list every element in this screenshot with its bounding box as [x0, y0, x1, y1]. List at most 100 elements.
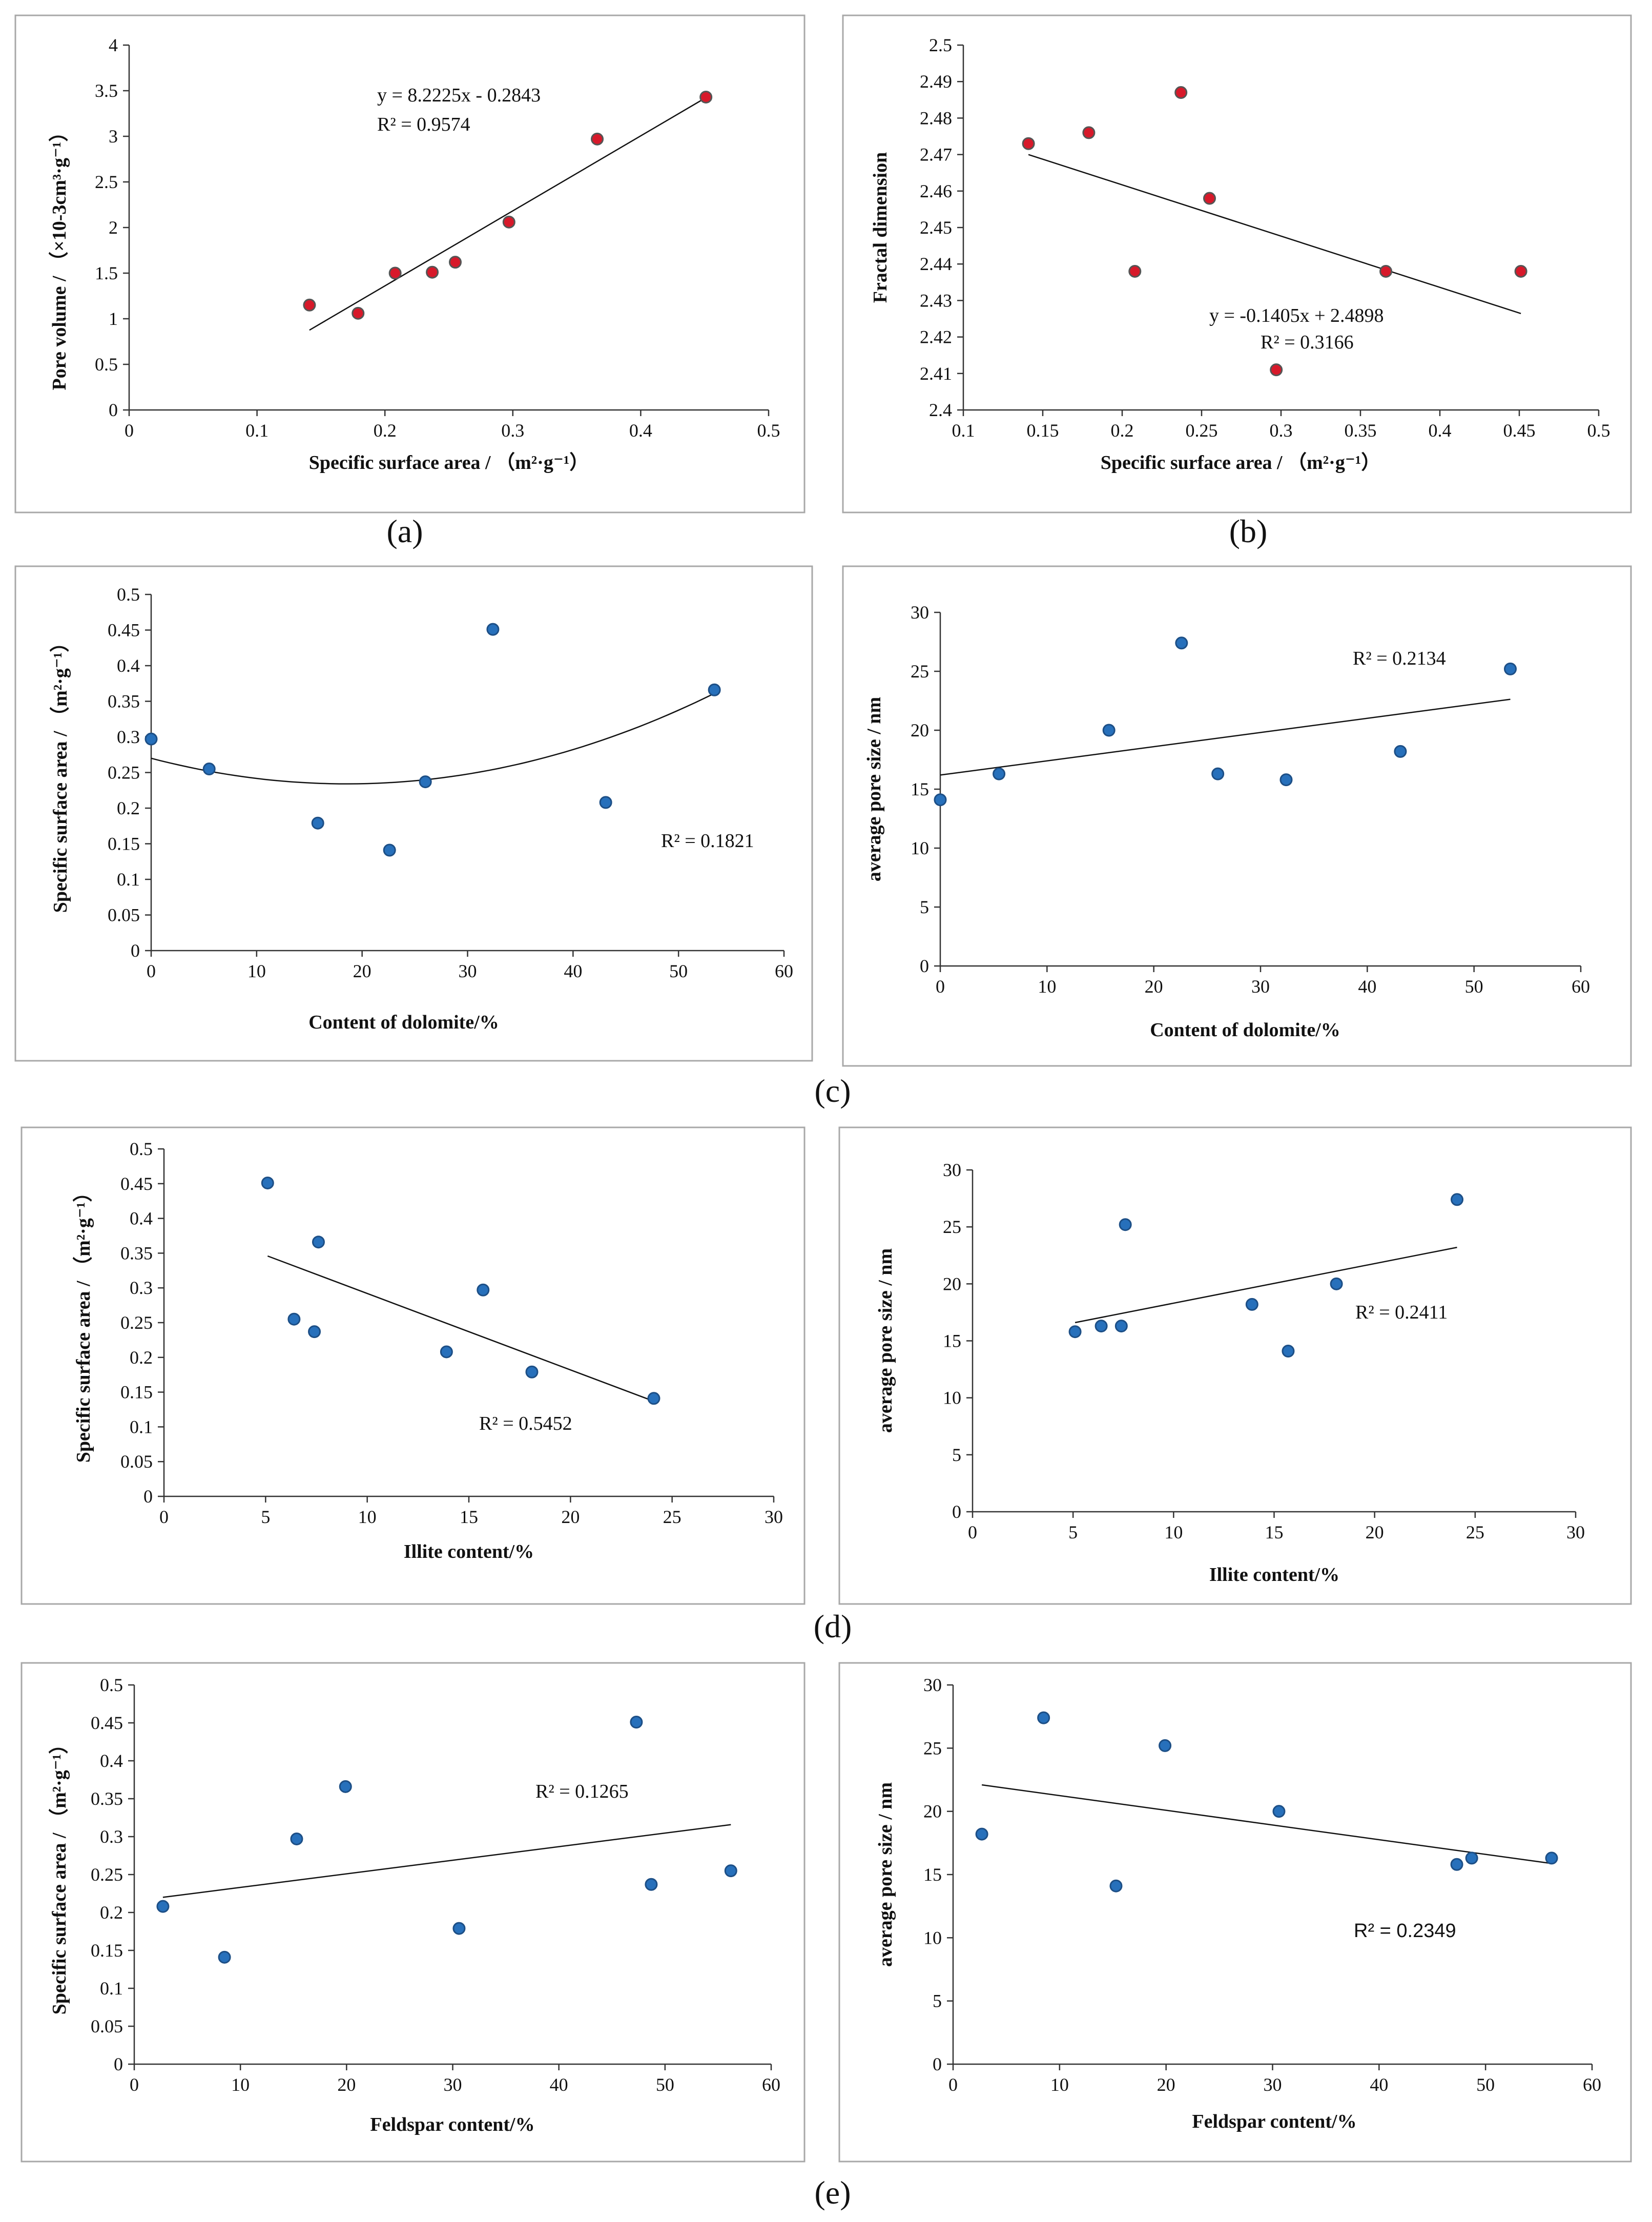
x-tick-label: 30	[1264, 2074, 1282, 2095]
y-axis-label: average pore size / nm	[875, 1248, 896, 1433]
x-tick-label: 20	[1366, 1522, 1384, 1542]
y-tick-label: 3.5	[95, 80, 118, 101]
x-tick-label: 0.1	[952, 420, 975, 441]
trend-line	[1075, 1246, 1457, 1324]
data-point	[1109, 1879, 1123, 1892]
data-point	[144, 732, 158, 746]
r-squared-label: R² = 0.2134	[1353, 648, 1446, 669]
data-point	[630, 1716, 643, 1729]
panel-label-3: (c)	[814, 1073, 851, 1109]
x-tick-label: 50	[656, 2074, 674, 2095]
data-point	[1102, 724, 1116, 737]
x-tick-label: 10	[1164, 1522, 1183, 1542]
r-squared-label: R² = 0.9574	[377, 114, 470, 135]
data-point	[352, 306, 365, 320]
data-point	[724, 1864, 737, 1878]
y-tick-label: 0.15	[108, 834, 140, 854]
y-tick-label: 10	[923, 1927, 942, 1948]
y-tick-label: 0.35	[120, 1243, 153, 1263]
trend-line	[940, 698, 1511, 776]
y-tick-label: 0.4	[100, 1751, 123, 1771]
y-tick-label: 2.48	[920, 108, 952, 128]
chart-d1: 0 5 10 15 20 25 30 0 0.05 0.1 0.15 0.2 0.25 0.3 0.35 0.…	[20, 1126, 806, 1605]
x-tick-label: 15	[460, 1507, 478, 1527]
y-tick-label: 15	[943, 1331, 961, 1351]
data-point	[1037, 1711, 1050, 1724]
x-tick-label: 20	[353, 961, 371, 981]
y-tick-label: 0.25	[120, 1312, 153, 1333]
y-tick-label: 30	[923, 1675, 942, 1695]
chart-frame	[838, 1662, 1632, 2163]
chart-frame	[842, 14, 1632, 513]
trend-line	[309, 97, 707, 331]
data-point	[599, 796, 612, 809]
y-axis-label: average pore size / nm	[875, 1782, 896, 1967]
chart-frame	[20, 1662, 806, 2163]
y-tick-label: 1.5	[95, 263, 118, 283]
data-point	[290, 1832, 303, 1845]
y-tick-label: 2.41	[920, 363, 952, 384]
data-point	[1514, 264, 1527, 278]
y-tick-label: 30	[911, 602, 929, 623]
x-tick-label: 0.3	[501, 420, 524, 441]
r-squared-label: R² = 0.5452	[479, 1413, 572, 1434]
x-tick-label: 0	[159, 1507, 169, 1527]
data-point	[591, 132, 604, 146]
data-point	[1068, 1325, 1082, 1339]
x-tick-label: 0.1	[245, 420, 269, 441]
data-point	[647, 1392, 660, 1405]
y-tick-label: 0	[114, 2054, 123, 2074]
chart-c2: 0 10 20 30 40 50 60 0 5 10 15 20 25 30 Content of dolo…	[842, 565, 1632, 1067]
x-tick-label: 10	[247, 961, 266, 981]
data-point	[202, 763, 216, 776]
x-tick-label: 0	[125, 420, 134, 441]
data-point	[1330, 1277, 1343, 1290]
y-tick-label: 0.15	[120, 1382, 153, 1403]
x-tick-label: 0	[130, 2074, 139, 2095]
x-tick-label: 0.45	[1503, 420, 1536, 441]
y-tick-label: 2.4	[929, 400, 952, 420]
data-point	[261, 1176, 274, 1189]
x-tick-label: 10	[231, 2074, 250, 2095]
y-tick-label: 0.45	[91, 1713, 123, 1733]
data-point	[308, 1325, 321, 1339]
data-point	[383, 843, 396, 857]
r-squared-label: R² = 0.1265	[535, 1781, 629, 1802]
x-tick-label: 0	[948, 2074, 958, 2095]
chart-frame	[20, 1126, 806, 1605]
y-tick-label: 5	[920, 897, 929, 917]
data-point	[502, 215, 515, 229]
x-axis-label: Feldspar content/%	[1192, 2111, 1356, 2132]
r-squared-label: R² = 0.2349	[1354, 1920, 1456, 1942]
data-point	[525, 1365, 539, 1379]
y-tick-label: 0.1	[130, 1416, 153, 1437]
y-tick-label: 0.1	[100, 1978, 123, 1999]
x-axis-label: Content of dolomite/%	[308, 1012, 499, 1033]
y-tick-label: 0.15	[91, 1940, 123, 1961]
x-tick-label: 10	[358, 1507, 377, 1527]
x-axis-label: Content of dolomite/%	[1150, 1019, 1340, 1041]
y-axis-label: Pore volume / （×10-3cm³·g⁻¹）	[49, 122, 70, 390]
y-tick-label: 0.45	[108, 620, 140, 641]
x-tick-label: 0	[968, 1522, 977, 1542]
x-tick-label: 5	[261, 1507, 270, 1527]
x-tick-label: 30	[444, 2074, 462, 2095]
data-point	[699, 90, 713, 104]
chart-c1: 0 10 20 30 40 50 60 0 0.05 0.1 0.15 0.2 0.25 0.3 0.35 0…	[14, 565, 813, 1062]
y-tick-label: 2.43	[920, 290, 952, 311]
x-tick-label: 60	[1572, 976, 1590, 997]
x-tick-label: 30	[1251, 976, 1270, 997]
x-tick-label: 30	[459, 961, 477, 981]
x-tick-label: 25	[663, 1507, 682, 1527]
data-point	[1394, 745, 1407, 758]
chart-d2: 0 5 10 15 20 25 30 0 5 10 15 20 25 30 Illite content/%…	[838, 1126, 1632, 1605]
y-tick-label: 0.05	[91, 2016, 123, 2036]
data-point	[1272, 1805, 1286, 1818]
y-tick-label: 0.25	[108, 763, 140, 783]
y-tick-label: 0.5	[100, 1675, 123, 1695]
data-point	[1450, 1858, 1463, 1871]
data-point	[1279, 773, 1293, 787]
y-tick-label: 2.47	[920, 145, 952, 165]
data-point	[1022, 137, 1035, 150]
data-point	[1082, 126, 1096, 139]
